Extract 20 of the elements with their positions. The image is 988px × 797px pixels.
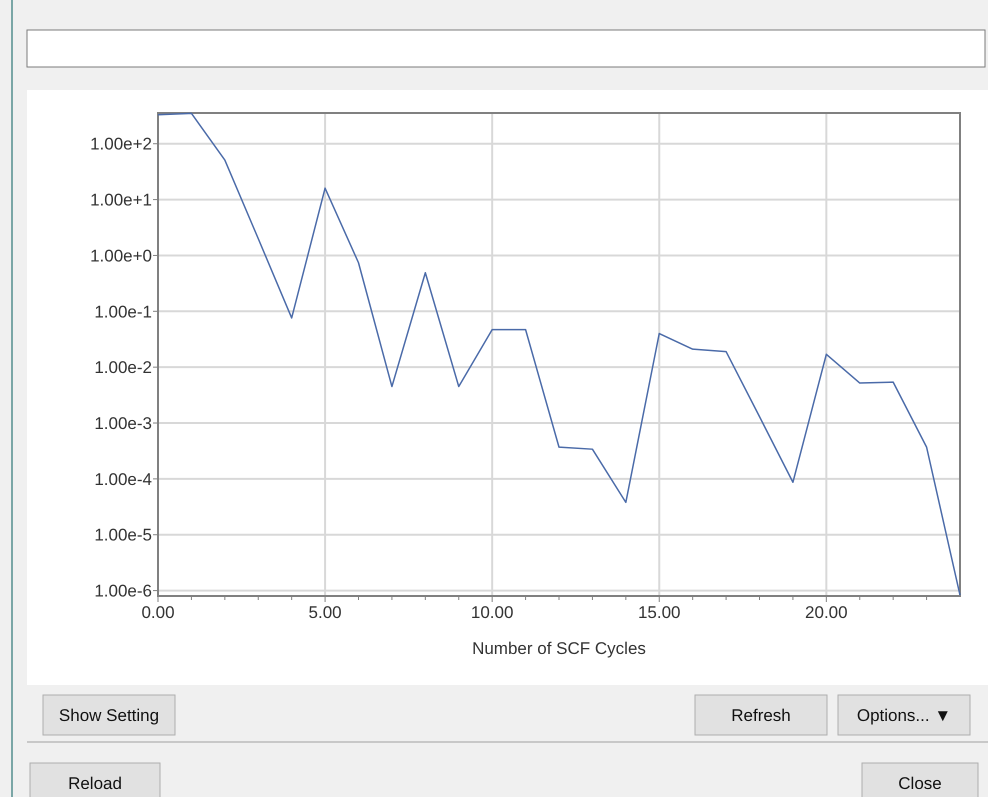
x-axis-title: Number of SCF Cycles	[472, 639, 646, 658]
y-tick-label: 1.00e-4	[94, 470, 152, 489]
x-tick-label: 0.00	[141, 603, 175, 622]
text: Refresh	[731, 706, 791, 725]
text: Show Setting	[58, 706, 160, 725]
y-tick-label: 1.00e+0	[90, 246, 152, 266]
text: Close	[898, 774, 942, 793]
y-tick-label: 1.00e-1	[94, 302, 152, 322]
x-tick-label: 20.00	[805, 603, 848, 622]
text: Options... ▼	[856, 706, 952, 725]
y-tick-label: 1.00e-2	[94, 358, 152, 378]
y-tick-label: 1.00e+2	[90, 134, 152, 154]
x-tick-label: 15.00	[638, 603, 681, 622]
y-tick-label: 1.00e-6	[94, 582, 152, 601]
y-tick-label: 1.00e+1	[90, 190, 152, 210]
x-tick-label: 5.00	[308, 603, 342, 622]
text: Reload	[68, 774, 122, 793]
y-tick-label: 1.00e-3	[94, 414, 152, 434]
y-tick-label: 1.00e-5	[94, 526, 152, 545]
x-tick-label: 10.00	[470, 603, 514, 622]
